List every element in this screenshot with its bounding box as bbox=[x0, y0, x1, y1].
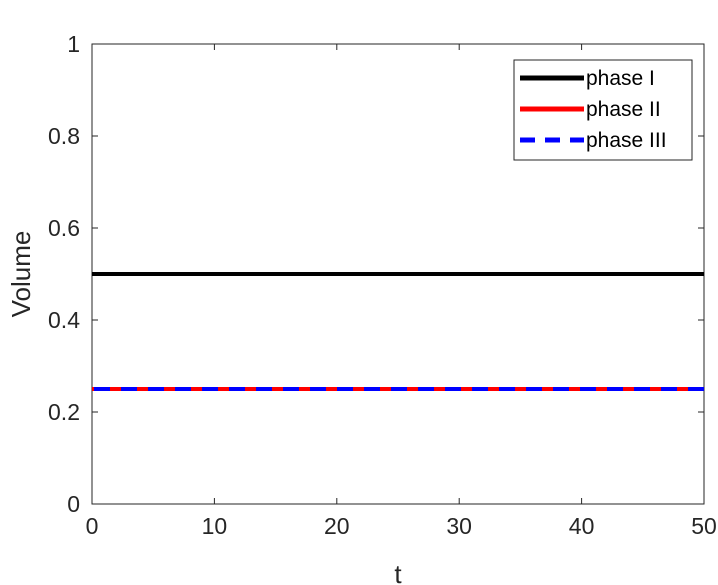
y-tick-label: 0.8 bbox=[48, 123, 80, 149]
y-tick-label: 0 bbox=[67, 491, 80, 517]
x-tick-label: 20 bbox=[324, 513, 350, 539]
y-tick-label: 0.6 bbox=[48, 215, 80, 241]
y-tick-label: 0.4 bbox=[48, 307, 80, 333]
x-tick-label: 50 bbox=[691, 513, 717, 539]
x-tick-label: 30 bbox=[446, 513, 472, 539]
x-axis-label: t bbox=[394, 559, 402, 585]
x-tick-label: 0 bbox=[86, 513, 99, 539]
legend-label-1: phase I bbox=[586, 67, 655, 90]
legend-label-2: phase II bbox=[586, 98, 661, 121]
x-tick-label: 40 bbox=[569, 513, 595, 539]
y-tick-label: 1 bbox=[67, 31, 80, 57]
x-tick-label: 10 bbox=[202, 513, 228, 539]
legend-label-3: phase III bbox=[586, 129, 667, 152]
y-axis-label: Volume bbox=[6, 231, 36, 318]
legend: phase I phase II phase III bbox=[513, 59, 693, 161]
series-group bbox=[92, 272, 704, 391]
y-tick-label: 0.2 bbox=[48, 399, 80, 425]
tick-group: 0 10 20 30 40 50 0 0.2 0.4 0.6 0.8 1 bbox=[48, 31, 717, 539]
